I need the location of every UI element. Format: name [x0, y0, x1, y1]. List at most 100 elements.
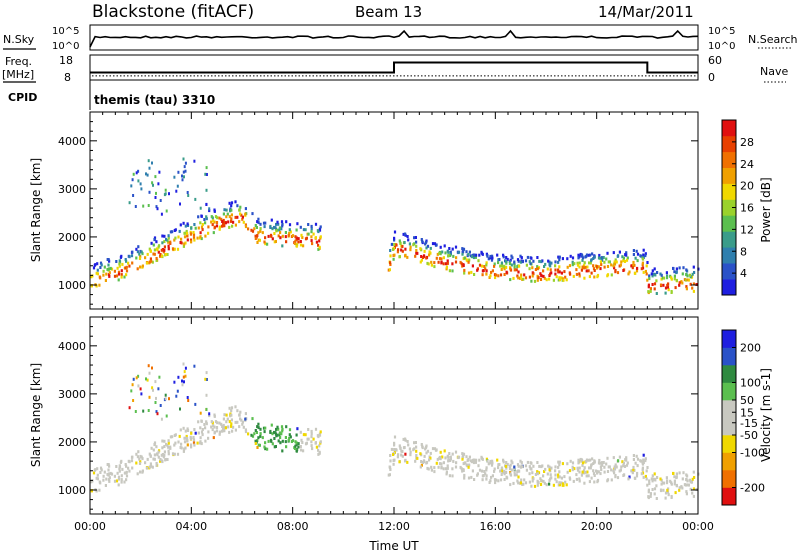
power-cell	[529, 261, 532, 265]
power-cell	[281, 234, 284, 238]
power-cell	[150, 259, 153, 263]
velocity-cell	[425, 461, 428, 465]
velocity-cell	[151, 366, 153, 370]
velocity-cell	[201, 433, 204, 437]
velocity-cell	[536, 483, 539, 487]
power-cell	[435, 256, 438, 260]
velocity-cell	[577, 458, 580, 462]
power-cell	[398, 239, 401, 243]
power-cell	[167, 244, 170, 248]
power-cell	[489, 274, 492, 278]
power-cell	[204, 234, 207, 238]
velocity-cell	[189, 437, 193, 441]
power-cell	[678, 266, 681, 270]
power-cell	[516, 265, 519, 269]
power-cell	[451, 247, 454, 251]
velocity-cell	[651, 479, 654, 483]
power-cell	[230, 204, 233, 208]
velocity-cell	[622, 464, 625, 468]
power-cell	[625, 258, 629, 262]
x-tick-label: 04:00	[175, 520, 207, 533]
power-cell	[284, 231, 287, 234]
power-cell	[183, 235, 187, 239]
velocity-cell	[389, 459, 392, 463]
velocity-cell	[580, 458, 583, 462]
velocity-cell	[599, 461, 602, 465]
velocity-cell	[155, 463, 158, 467]
power-cell	[239, 212, 242, 216]
power-cell	[614, 269, 617, 272]
velocity-cell	[565, 483, 568, 487]
velocity-cell	[310, 444, 313, 448]
power-cell	[491, 254, 494, 258]
velocity-cell	[645, 469, 648, 473]
power-cell	[193, 238, 196, 242]
velocity-cell	[186, 427, 189, 431]
power-cell	[406, 255, 409, 259]
velocity-cell	[581, 470, 584, 474]
power-cell	[107, 263, 110, 267]
power-cell	[673, 270, 676, 274]
velocity-cell	[632, 465, 635, 469]
power-cell	[537, 266, 541, 270]
power-cell	[146, 173, 149, 177]
power-cell	[199, 221, 202, 225]
velocity-cell	[280, 432, 283, 436]
power-cell	[169, 240, 172, 244]
power-cell	[436, 252, 439, 256]
velocity-cell	[445, 467, 448, 471]
power-cell	[231, 224, 234, 228]
power-cell	[186, 224, 190, 227]
power-cell	[199, 206, 202, 210]
velocity-cell	[529, 466, 532, 470]
velocity-cell	[606, 470, 610, 473]
velocity-cell	[427, 467, 430, 471]
velocity-cell	[218, 432, 221, 436]
velocity-cell	[173, 452, 176, 456]
power-cell	[508, 262, 512, 266]
power-cell	[651, 269, 654, 273]
velocity-cell	[415, 454, 418, 457]
velocity-cell	[132, 399, 135, 402]
velocity-cell	[558, 470, 561, 474]
velocity-cell	[461, 457, 464, 461]
velocity-cell	[130, 389, 133, 393]
velocity-cell	[494, 481, 497, 485]
velocity-cell	[148, 371, 151, 375]
power-cell	[429, 246, 432, 250]
velocity-cell	[550, 476, 553, 480]
velocity-cell	[294, 444, 297, 448]
power-cell	[182, 244, 185, 248]
power-cell	[583, 264, 586, 268]
power-cell	[259, 222, 262, 226]
velocity-cell	[582, 471, 586, 475]
power-cell	[511, 256, 514, 260]
power-cell	[141, 252, 144, 256]
velocity-cell	[670, 496, 673, 499]
velocity-cell	[299, 445, 302, 448]
power-cell	[213, 225, 216, 229]
power-cell	[540, 273, 543, 277]
velocity-cell	[159, 457, 162, 461]
velocity-cell	[174, 433, 177, 437]
power-cell	[102, 269, 105, 273]
velocity-cell	[499, 469, 502, 473]
velocity-cell	[485, 466, 488, 470]
power-cell	[656, 271, 659, 274]
power-cell	[491, 269, 494, 273]
velocity-cell	[288, 433, 291, 437]
velocity-cell	[646, 483, 649, 487]
power-cell	[102, 273, 105, 277]
velocity-cell	[255, 431, 258, 434]
colorbar-tick-label: 15	[740, 406, 754, 419]
velocity-cell	[636, 471, 639, 475]
power-cell	[108, 271, 111, 275]
velocity-cell	[125, 464, 128, 468]
power-cell	[593, 275, 596, 279]
velocity-cell	[566, 470, 569, 474]
velocity-cell	[300, 438, 303, 442]
velocity-cell	[513, 467, 516, 471]
power-cell	[131, 261, 134, 265]
power-cell	[163, 248, 166, 252]
power-cell	[400, 248, 403, 252]
